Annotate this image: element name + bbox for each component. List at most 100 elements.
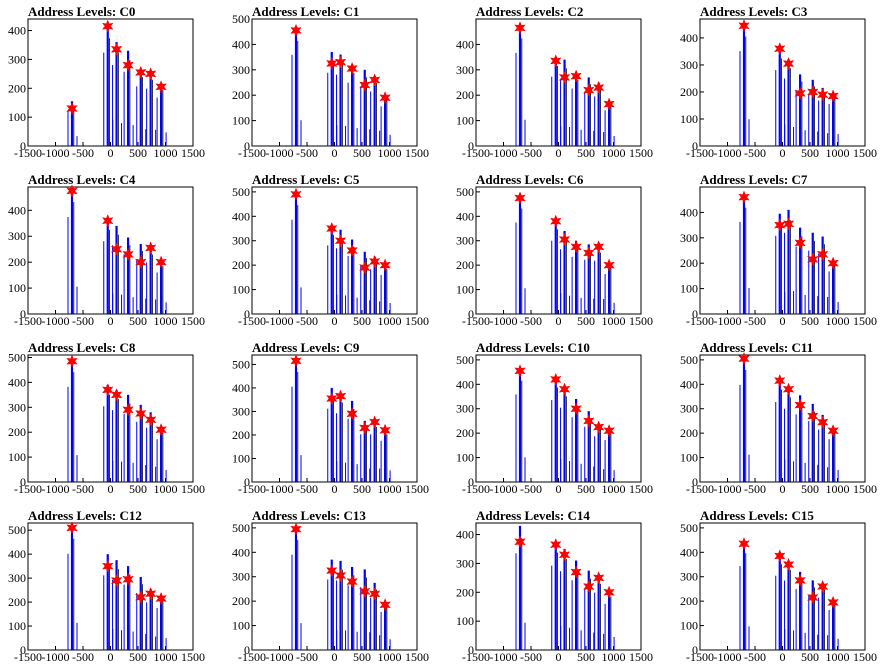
subplot-c1: Address Levels: C10100200300400500-1500-… (232, 4, 429, 160)
histogram-bar (832, 259, 835, 314)
histogram-bar (294, 193, 298, 314)
x-tick-label: 0 (108, 650, 114, 664)
histogram-bar (363, 251, 366, 314)
subplot-c3: Address Levels: C3 0 100 200 300 400 -1500 -100… (680, 4, 877, 160)
x-tick-label: 1000 (154, 482, 178, 496)
y-tick-label: 200 (680, 594, 698, 608)
peak-marker (334, 234, 347, 248)
subplot-c8: Address Levels: C80100200300400500-1500-… (8, 340, 205, 496)
plot-frame (27, 354, 194, 483)
x-tick-label: 0 (332, 650, 338, 664)
peak-marker (738, 537, 750, 551)
x-tick-label: 1000 (378, 146, 402, 160)
subplot-title: Address Levels: C4 (28, 172, 136, 187)
peak-marker (110, 573, 123, 588)
x-tick-label: 1000 (826, 146, 850, 160)
x-tick-label: 1000 (826, 314, 850, 328)
peak-marker (110, 42, 123, 56)
histogram-bar (384, 601, 387, 650)
x-tick-label: -500 (72, 146, 94, 160)
histogram-bar (799, 227, 802, 314)
x-tick-label: 1000 (602, 314, 626, 328)
peak-marker (592, 240, 605, 254)
y-tick-label: 500 (8, 523, 26, 537)
subplot-title: Address Levels: C8 (28, 340, 136, 355)
histogram-bar (139, 69, 142, 146)
peak-marker (325, 221, 338, 236)
histogram-bar (149, 412, 152, 482)
y-tick-label: 100 (8, 450, 26, 464)
histogram-bar (563, 59, 566, 146)
x-tick-label: -1000 (714, 146, 742, 160)
y-tick-label: 500 (680, 521, 698, 535)
plot-frame (251, 354, 418, 483)
histogram-bar (351, 566, 354, 650)
histogram-bar (149, 588, 152, 650)
peak-marker (110, 242, 123, 256)
y-tick-label: 200 (8, 81, 26, 95)
x-tick-label: 0 (556, 482, 562, 496)
peak-marker (582, 246, 595, 260)
histogram-bar (587, 244, 590, 314)
x-tick-label: -500 (72, 314, 94, 328)
x-tick-label: -1000 (714, 650, 742, 664)
x-tick-label: 500 (353, 146, 371, 160)
x-tick-label: 1000 (602, 146, 626, 160)
subplot-title: Address Levels: C5 (252, 172, 360, 187)
x-tick-label: 500 (577, 146, 595, 160)
y-tick-label: 100 (232, 451, 250, 465)
histogram-bar (787, 387, 790, 482)
peak-marker (290, 23, 302, 38)
x-tick-label: 1500 (853, 482, 877, 496)
x-tick-label: 1000 (154, 314, 178, 328)
histogram-bar (587, 77, 590, 146)
histogram-bar (742, 24, 746, 146)
peak-marker (368, 73, 381, 87)
y-tick-label: 100 (680, 282, 698, 296)
histogram-bar (139, 404, 142, 482)
histogram-bar (518, 196, 522, 314)
peak-marker (806, 85, 819, 99)
x-tick-label: 0 (332, 314, 338, 328)
histogram-bar (787, 59, 790, 146)
histogram-bar (563, 230, 566, 314)
histogram-bar (160, 260, 163, 314)
histogram-bar (127, 394, 130, 482)
histogram-bar (832, 598, 835, 650)
x-tick-label: -1000 (714, 482, 742, 496)
x-tick-label: 500 (129, 146, 147, 160)
peak-marker (592, 80, 605, 95)
y-tick-label: 400 (8, 547, 26, 561)
peak-marker (603, 97, 615, 111)
x-tick-label: 500 (577, 482, 595, 496)
x-tick-label: -1000 (42, 146, 70, 160)
y-tick-label: 0 (20, 139, 26, 153)
x-tick-label: 0 (556, 650, 562, 664)
x-tick-label: 500 (577, 650, 595, 664)
y-tick-label: 500 (456, 353, 474, 367)
x-tick-label: 1500 (853, 650, 877, 664)
x-tick-label: 1500 (181, 146, 205, 160)
peak-marker (379, 423, 391, 437)
x-tick-label: 500 (353, 314, 371, 328)
x-tick-label: 1000 (154, 146, 178, 160)
x-tick-label: 500 (353, 650, 371, 664)
peak-marker (334, 568, 347, 583)
peak-marker (558, 70, 571, 85)
y-tick-label: 0 (468, 643, 474, 657)
histogram-bar (149, 247, 152, 314)
subplot-title: Address Levels: C15 (700, 508, 814, 523)
histogram-bar (115, 42, 118, 147)
plot-frame (251, 18, 418, 147)
y-tick-label: 500 (456, 185, 474, 199)
histogram-bar (608, 590, 611, 650)
histogram-bar (778, 213, 781, 314)
peak-marker (122, 572, 134, 586)
histogram-bar (563, 386, 566, 482)
histogram-bar (518, 525, 522, 650)
histogram-bar (597, 576, 600, 650)
x-tick-label: -500 (296, 314, 318, 328)
y-tick-label: 200 (456, 585, 474, 599)
x-tick-label: 1000 (378, 314, 402, 328)
x-tick-label: -1000 (266, 482, 294, 496)
